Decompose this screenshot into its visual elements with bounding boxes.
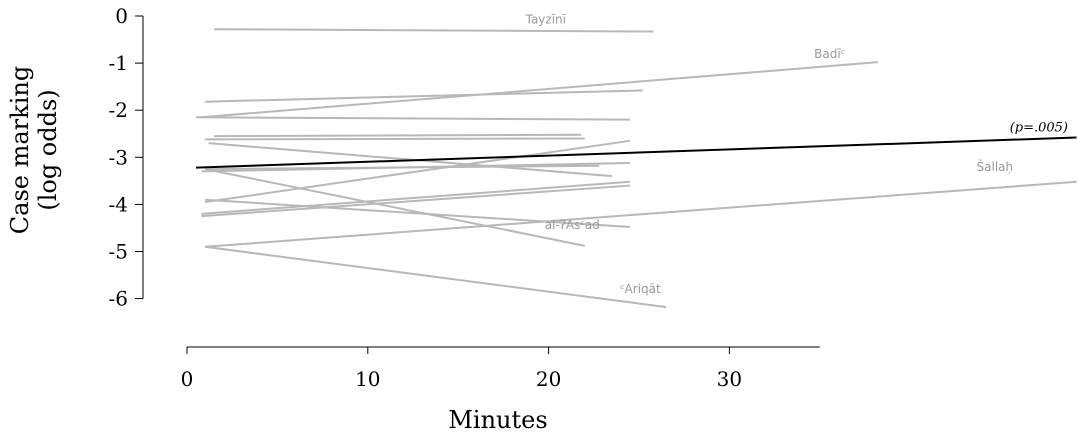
y-axis-title-line-2: (log odds) xyxy=(34,89,62,210)
x-tick-label: 30 xyxy=(717,367,742,391)
y-axis-title-line-1: Case marking xyxy=(6,66,34,234)
series-label: Šallaḥ xyxy=(977,159,1014,174)
trend-layer xyxy=(196,136,1077,169)
x-tick-label: 20 xyxy=(536,367,561,391)
series-line xyxy=(201,184,631,218)
trend-line xyxy=(196,136,1077,169)
labels-layer: Tayzīnī Badīᶜ Šallaḥ al-ʔAsᶜad ᶜAriqāt (p=.00… xyxy=(525,12,1068,296)
x-tick-label: 0 xyxy=(181,367,194,391)
ticks-layer: 0 -1 -2 -3 -4 -5 -6 0 10 20 30 xyxy=(109,4,743,391)
series-line xyxy=(214,133,582,138)
series-line xyxy=(201,61,878,119)
series-line xyxy=(205,89,643,103)
series-line xyxy=(205,180,1077,248)
series-label: Badīᶜ xyxy=(814,47,845,61)
series-line xyxy=(204,245,667,309)
series-label: al-ʔAsᶜad xyxy=(545,218,600,232)
series-line xyxy=(201,180,631,215)
x-tick-label: 10 xyxy=(355,367,380,391)
series-line xyxy=(205,198,631,229)
y-tick-label: -1 xyxy=(109,51,128,75)
series-label: Tayzīnī xyxy=(525,12,567,26)
y-tick-label: 0 xyxy=(115,4,128,28)
series-line xyxy=(204,168,585,247)
y-tick-label: -3 xyxy=(109,145,128,169)
y-tick-label: -4 xyxy=(109,192,128,216)
y-tick-label: -6 xyxy=(109,287,128,311)
series-label: ᶜAriqāt xyxy=(620,282,661,296)
series-line xyxy=(205,164,600,171)
series-line xyxy=(204,139,631,204)
axes-layer xyxy=(142,16,820,348)
x-axis-title: Minutes xyxy=(448,406,547,434)
series-line xyxy=(196,116,630,121)
series-line xyxy=(205,137,585,141)
y-tick-label: -5 xyxy=(109,240,128,264)
y-axis-title: Case marking (log odds) xyxy=(6,66,62,234)
series-line xyxy=(214,28,654,33)
trend-label: (p=.005) xyxy=(1010,121,1068,136)
y-tick-label: -2 xyxy=(109,98,128,122)
series-layer xyxy=(196,28,1077,309)
